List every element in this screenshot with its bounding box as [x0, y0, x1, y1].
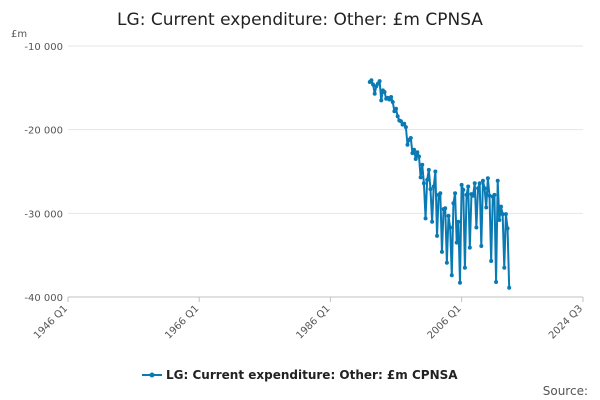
data-point[interactable] [485, 176, 490, 181]
data-point[interactable] [451, 201, 456, 206]
data-point[interactable] [433, 169, 438, 174]
x-tick-label: 1986 Q1 [294, 303, 332, 341]
data-point[interactable] [425, 177, 430, 182]
data-point[interactable] [379, 98, 384, 103]
data-point[interactable] [421, 181, 426, 186]
data-point[interactable] [405, 142, 410, 147]
y-axis-ticks: -10 000 -20 000 -30 000 -40 000 [24, 42, 63, 304]
data-point[interactable] [489, 259, 494, 264]
data-point[interactable] [394, 106, 399, 111]
data-point[interactable] [482, 186, 487, 191]
data-point[interactable] [412, 147, 417, 152]
data-point[interactable] [444, 260, 449, 265]
data-point[interactable] [484, 205, 489, 210]
data-point[interactable] [453, 191, 458, 196]
data-point[interactable] [462, 265, 467, 270]
data-point[interactable] [423, 216, 428, 221]
x-tick-label: 1946 Q1 [32, 303, 70, 341]
data-point[interactable] [439, 249, 444, 254]
data-point[interactable] [438, 191, 443, 196]
data-point[interactable] [431, 184, 436, 189]
x-tick-label: 2006 Q1 [426, 303, 464, 341]
data-point[interactable] [403, 125, 408, 130]
data-point[interactable] [500, 212, 505, 217]
data-point[interactable] [446, 213, 451, 218]
chart-title: LG: Current expenditure: Other: £m CPNSA [117, 10, 483, 30]
y-tick-label: -30 000 [24, 209, 63, 220]
data-point[interactable] [492, 192, 497, 197]
data-point[interactable] [461, 187, 466, 192]
data-point[interactable] [408, 136, 413, 141]
data-point[interactable] [430, 219, 435, 224]
data-point[interactable] [420, 162, 425, 167]
data-point[interactable] [435, 233, 440, 238]
data-point[interactable] [495, 178, 500, 183]
data-point[interactable] [456, 219, 461, 224]
data-point[interactable] [413, 156, 418, 161]
source-label[interactable]: Source: [543, 384, 588, 398]
data-point[interactable] [398, 119, 403, 124]
data-point[interactable] [410, 151, 415, 156]
data-point[interactable] [487, 193, 492, 198]
data-point[interactable] [459, 182, 464, 187]
data-point[interactable] [466, 184, 471, 189]
data-point[interactable] [502, 265, 507, 270]
x-axis-ticks: 1946 Q1 1966 Q1 1986 Q1 2006 Q1 2024 Q3 [32, 297, 585, 341]
data-point[interactable] [416, 154, 421, 159]
data-point[interactable] [390, 100, 395, 105]
data-series [367, 78, 512, 290]
data-point[interactable] [477, 181, 482, 186]
data-point[interactable] [448, 225, 453, 230]
y-axis-unit-label: £m [11, 29, 27, 40]
legend-label: LG: Current expenditure: Other: £m CPNSA [166, 368, 458, 382]
series-line [369, 79, 511, 288]
y-tick-label: -10 000 [24, 42, 63, 53]
data-point[interactable] [464, 192, 469, 197]
data-point[interactable] [472, 181, 477, 186]
data-point[interactable] [505, 226, 510, 231]
data-point[interactable] [389, 95, 394, 100]
data-point[interactable] [415, 150, 420, 155]
data-point[interactable] [449, 273, 454, 278]
data-point[interactable] [476, 186, 481, 191]
legend[interactable]: LG: Current expenditure: Other: £m CPNSA [142, 368, 458, 382]
data-point[interactable] [479, 243, 484, 248]
x-tick-label: 2024 Q3 [547, 303, 585, 341]
data-point[interactable] [457, 280, 462, 285]
grid-lines [68, 45, 583, 214]
x-tick-label: 1966 Q1 [163, 303, 201, 341]
data-point[interactable] [371, 82, 376, 87]
data-point[interactable] [382, 90, 387, 95]
data-point[interactable] [372, 91, 377, 96]
data-point[interactable] [443, 206, 448, 211]
data-point[interactable] [507, 285, 512, 290]
data-point[interactable] [474, 225, 479, 230]
data-point[interactable] [498, 204, 503, 209]
data-point[interactable] [402, 121, 407, 126]
data-point[interactable] [471, 193, 476, 198]
data-point[interactable] [480, 178, 485, 183]
data-point[interactable] [467, 245, 472, 250]
data-point[interactable] [395, 114, 400, 119]
data-point[interactable] [426, 167, 431, 172]
data-point[interactable] [454, 240, 459, 245]
data-point[interactable] [494, 279, 499, 284]
y-tick-label: -20 000 [24, 126, 63, 137]
data-point[interactable] [497, 218, 502, 223]
data-point[interactable] [377, 79, 382, 84]
data-point[interactable] [503, 212, 508, 217]
data-point[interactable] [428, 187, 433, 192]
legend-marker-icon [149, 372, 155, 378]
y-tick-label: -40 000 [24, 293, 63, 304]
data-point[interactable] [369, 78, 374, 83]
data-point[interactable] [418, 175, 423, 180]
